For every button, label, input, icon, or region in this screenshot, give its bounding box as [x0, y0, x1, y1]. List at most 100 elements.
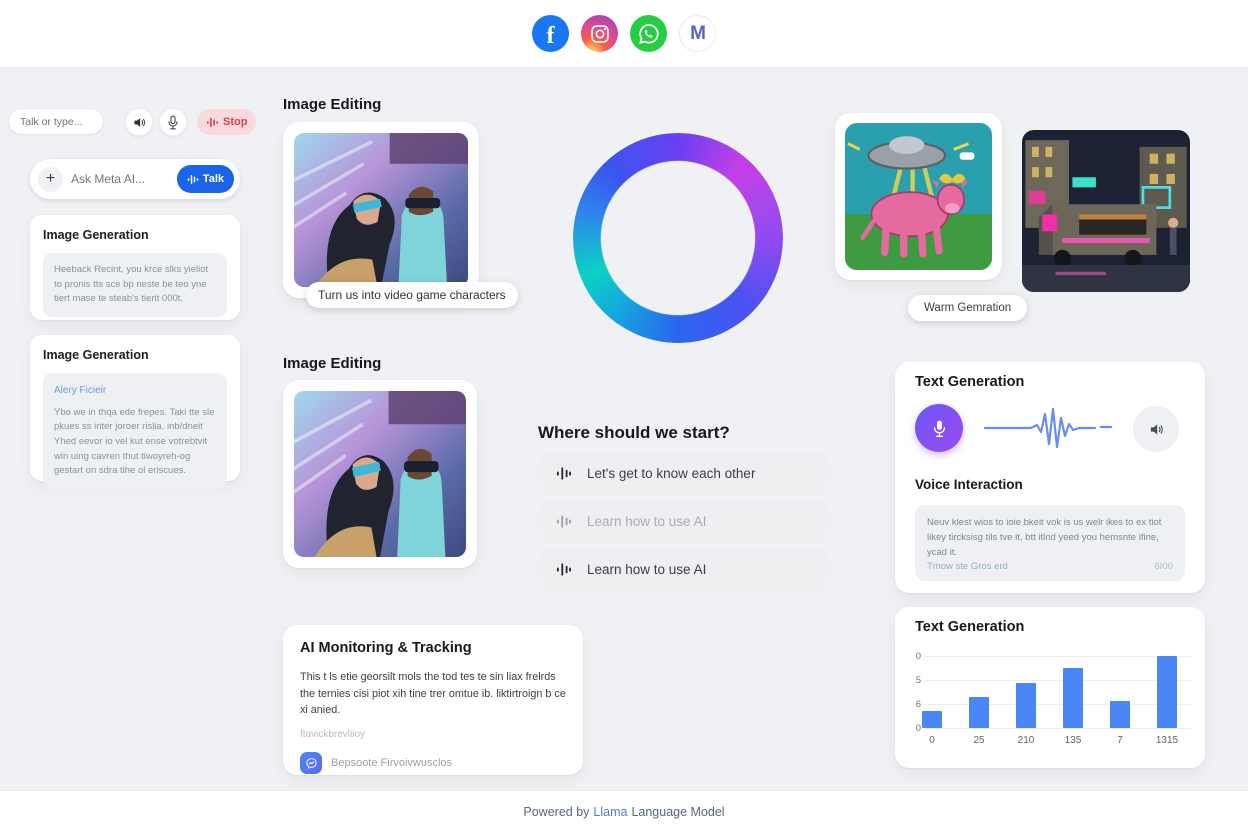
chart-bar	[922, 711, 942, 728]
monitoring-app-label: Bepsoote Firvoivwusclos	[331, 757, 453, 770]
chart-x-tick: 0	[929, 735, 935, 746]
chart-y-tick: 6	[915, 699, 921, 710]
audio-waveform	[983, 407, 1113, 449]
chart-y-tick: 5	[915, 675, 921, 686]
voice-speaker-button[interactable]	[1133, 406, 1179, 452]
voice-transcript-box: Neuv klest wios to ioie bkeit vok is us …	[915, 505, 1185, 581]
image-editing-title-1: Image Editing	[283, 96, 382, 113]
chart-gridline	[925, 704, 1191, 705]
footer-suffix: Language Model	[631, 804, 725, 819]
chart-bar	[1110, 701, 1130, 728]
chart-y-tick: 0	[915, 651, 921, 662]
talk-label: Talk	[202, 173, 224, 185]
voice-card: Text Generation Voice Interaction Neuv k…	[895, 362, 1205, 593]
game-characters-image[interactable]	[294, 133, 468, 287]
ask-meta-ai-input[interactable]	[63, 172, 177, 186]
instagram-icon[interactable]	[581, 15, 618, 52]
waveform-icon	[556, 467, 571, 480]
waveform-icon	[207, 117, 218, 127]
microphone-icon	[168, 115, 178, 129]
voice-transcript-text: Neuv klest wios to ioie bkeit vok is us …	[927, 517, 1162, 559]
monitoring-body: This t ls etie georsilt mols the tod tes…	[300, 671, 566, 717]
monitoring-app-row[interactable]: Bepsoote Firvoivwusclos	[300, 752, 566, 775]
meta-icon[interactable]: M	[679, 15, 716, 52]
waveform-icon	[556, 515, 571, 528]
chart-x-tick: 210	[1017, 735, 1035, 746]
card-body: Heeback Recint, you krce slks yieliot to…	[43, 253, 227, 318]
cow-image-card	[835, 113, 1002, 280]
stop-label: Stop	[223, 116, 248, 128]
instagram-camera-glyph	[590, 24, 609, 43]
card-link[interactable]: Alery Ficieir	[54, 385, 107, 396]
chart-card-title: Text Generation	[915, 619, 1025, 635]
stop-button[interactable]: Stop	[197, 109, 257, 135]
messenger-icon	[300, 752, 322, 775]
chart-y-tick: 0	[915, 723, 921, 734]
image-generation-card-2: Image Generation Alery Ficieir Ybo we in…	[30, 335, 240, 490]
card-body-text: Ybo we in thqa ede frepes. Taki tte sle …	[54, 406, 215, 477]
image-editing-card-1	[283, 122, 479, 298]
chart-bar	[1063, 668, 1083, 728]
footer: Powered by Llama Language Model	[0, 790, 1248, 832]
chart-x-tick: 135	[1064, 735, 1082, 746]
image-generation-card-1: Image Generation Heeback Recint, you krc…	[30, 215, 240, 320]
speaker-icon	[1150, 424, 1163, 434]
plus-button[interactable]: +	[38, 166, 63, 192]
warm-generation-pill[interactable]: Warm Gemration	[908, 295, 1028, 321]
voice-footer-link[interactable]: Tmow ste Gros erd	[927, 561, 1008, 572]
waveform-icon	[556, 563, 571, 576]
start-title: Where should we start?	[538, 423, 730, 442]
chart-gridline	[925, 680, 1191, 681]
whatsapp-icon[interactable]	[630, 15, 667, 52]
speaker-icon	[134, 117, 145, 127]
image-editing-title-2: Image Editing	[283, 355, 382, 372]
start-option-label: Learn how to use AI	[587, 562, 707, 577]
start-option-2[interactable]: Learn how to use AI	[538, 500, 830, 543]
start-option-label: Let's get to know each other	[587, 466, 756, 481]
card-title: Image Generation	[43, 348, 149, 362]
monitoring-subtext: ftovickbrevliioy	[300, 729, 366, 741]
chart-gridline	[925, 656, 1191, 657]
mic-button[interactable]	[159, 108, 187, 136]
start-option-3[interactable]: Learn how to use AI	[538, 548, 830, 591]
llama-link[interactable]: Llama	[593, 804, 628, 819]
chart-gridline	[925, 728, 1191, 729]
voice-mic-button[interactable]	[915, 404, 963, 452]
card-body: Alery Ficieir Ybo we in thqa ede frepes.…	[43, 373, 227, 490]
facebook-icon[interactable]: f	[532, 15, 569, 52]
talk-or-type-input[interactable]	[8, 108, 104, 135]
image-tooltip[interactable]: Turn us into video game characters	[306, 282, 518, 308]
voice-card-title: Text Generation	[915, 374, 1025, 390]
voice-footer-value: 6I00	[1154, 561, 1174, 572]
talk-button[interactable]: Talk	[176, 165, 234, 193]
chart-x-tick: 7	[1117, 735, 1123, 746]
meta-ai-ring-logo	[573, 133, 783, 343]
image-editing-card-2	[283, 380, 477, 568]
waveform-icon	[187, 174, 199, 184]
pink-cow-ufo-image[interactable]	[845, 123, 992, 270]
monitoring-card: AI Monitoring & Tracking This t ls etie …	[283, 625, 583, 775]
chart-bar	[1016, 683, 1036, 728]
header: f M	[0, 0, 1248, 68]
card-title: Image Generation	[43, 228, 149, 242]
chart-bar	[1157, 656, 1177, 728]
neon-food-truck-image[interactable]	[1022, 130, 1190, 292]
chart-x-tick: 25	[973, 735, 985, 746]
monitoring-title: AI Monitoring & Tracking	[300, 640, 472, 656]
facebook-f-glyph: f	[546, 22, 555, 49]
ask-meta-ai-bar: + Talk	[30, 159, 240, 199]
chart-card: Text Generation 0 5 6 0 0 25 210 135 7 1315	[895, 607, 1205, 768]
chart-bar	[969, 697, 989, 728]
voice-interaction-subtitle: Voice Interaction	[915, 477, 1023, 492]
game-characters-image-2[interactable]	[294, 391, 466, 557]
chart-x-tick: 1315	[1155, 735, 1179, 746]
footer-prefix: Powered by	[523, 804, 590, 819]
meta-m-glyph: M	[690, 22, 706, 44]
speaker-button[interactable]	[125, 108, 153, 136]
whatsapp-phone-glyph	[638, 23, 659, 44]
microphone-icon	[933, 420, 945, 437]
bar-chart: 0 5 6 0 0 25 210 135 7 1315	[895, 607, 1205, 768]
start-option-1[interactable]: Let's get to know each other	[538, 452, 830, 495]
start-option-label: Learn how to use AI	[587, 514, 707, 529]
